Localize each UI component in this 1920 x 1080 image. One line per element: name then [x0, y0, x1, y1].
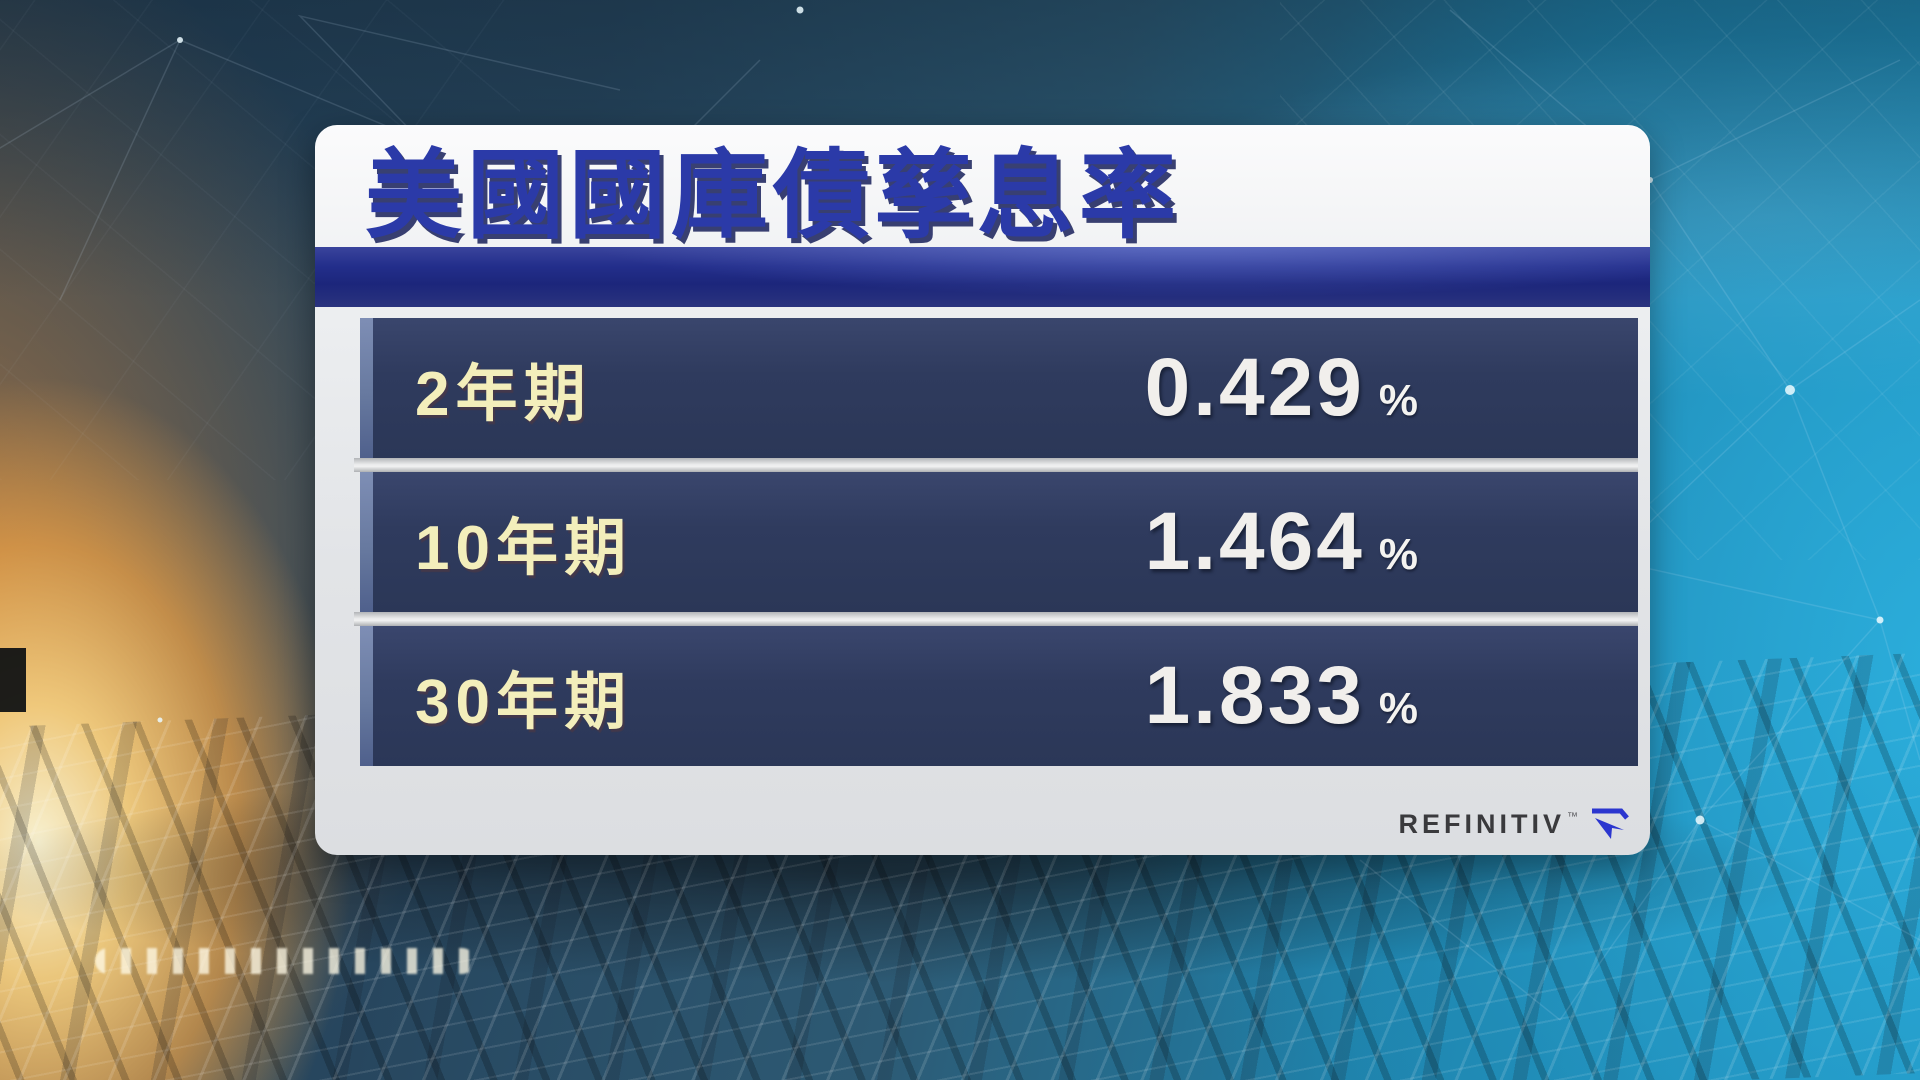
percent-sign: %: [1378, 684, 1418, 733]
table-row-10y: 10年期 1.464 %: [360, 472, 1638, 612]
refinitiv-wordmark: REFINITIV: [1398, 808, 1565, 839]
row-value: 0.429: [1144, 342, 1365, 433]
row-label: 30年期: [415, 668, 632, 737]
yields-panel: 美國國庫債孳息率 2年期 0.429 % 10年期 1.464 %: [315, 125, 1650, 855]
row-label: 2年期: [415, 360, 592, 429]
title-underline-band: [315, 247, 1650, 307]
refinitiv-attribution: REFINITIV ™: [1398, 803, 1630, 845]
row-divider: [354, 612, 1638, 626]
table-row-2y: 2年期 0.429 %: [360, 318, 1638, 458]
row-accent-strip: [360, 472, 373, 612]
row-value: 1.464: [1144, 496, 1365, 587]
background-dark-block: [0, 648, 26, 712]
row-value: 1.833: [1144, 650, 1365, 741]
panel-title: 美國國庫債孳息率: [365, 141, 1181, 250]
refinitiv-arrow-icon: [1592, 808, 1629, 839]
row-accent-strip: [360, 318, 373, 458]
row-value-group: 1.833 %: [1145, 649, 1638, 743]
row-divider: [354, 458, 1638, 472]
row-label: 10年期: [415, 514, 632, 583]
trademark-symbol: ™: [1567, 811, 1578, 823]
row-value-group: 1.464 %: [1145, 495, 1638, 589]
row-accent-strip: [360, 626, 373, 766]
percent-sign: %: [1378, 376, 1418, 425]
yields-table: 2年期 0.429 % 10年期 1.464 % 30年期: [354, 318, 1638, 766]
background-light-streak: [95, 948, 475, 974]
row-value-group: 0.429 %: [1145, 341, 1638, 435]
table-row-30y: 30年期 1.833 %: [360, 626, 1638, 766]
percent-sign: %: [1378, 530, 1418, 579]
